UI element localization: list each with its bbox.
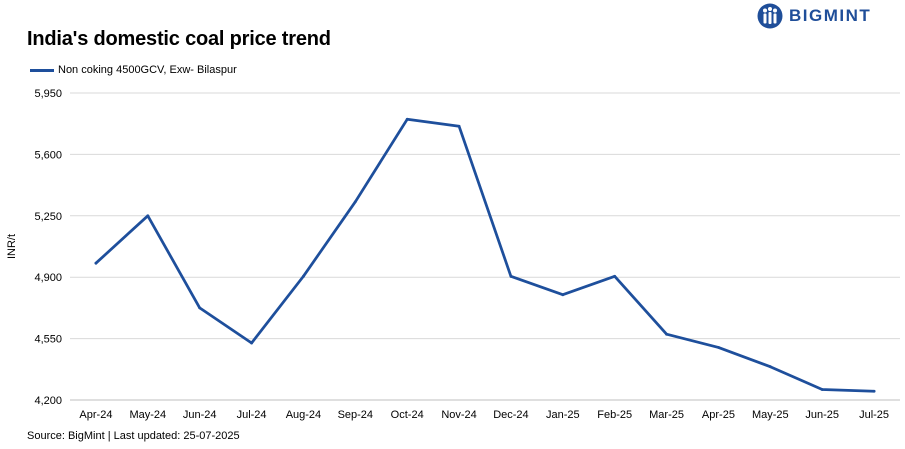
x-tick-label: Jul-24	[237, 409, 267, 421]
legend-label: Non coking 4500GCV, Exw- Bilaspur	[58, 64, 237, 76]
x-tick-label: Jun-25	[805, 409, 839, 421]
data-point	[302, 274, 305, 278]
series-line	[94, 117, 876, 393]
series-layer	[94, 117, 876, 393]
x-tick-label: Jan-25	[546, 409, 580, 421]
y-tick-label: 5,600	[34, 149, 62, 161]
x-tick-label: Feb-25	[597, 409, 632, 421]
x-tick-labels: Apr-24 May-24 Jun-24 Jul-24 Aug-24 Sep-24 Oct-…	[79, 409, 889, 421]
data-point	[561, 293, 565, 297]
brand-name: BIGMINT	[789, 6, 872, 25]
chart-title: India's domestic coal price trend	[27, 28, 331, 50]
x-tick-label: Sep-24	[338, 409, 373, 421]
y-tick-label: 4,900	[34, 272, 62, 284]
data-point	[768, 365, 772, 369]
grid-lines	[70, 92, 900, 401]
y-tick-labels: 5,950 5,600 5,250 4,900 4,550 4,200	[34, 88, 62, 407]
data-point	[198, 306, 202, 310]
bigmint-logo-icon	[757, 3, 783, 29]
x-tick-label: Aug-24	[286, 409, 321, 421]
y-tick-label: 4,200	[34, 395, 62, 407]
x-tick-label: Mar-25	[649, 409, 684, 421]
x-tick-label: May-24	[129, 409, 166, 421]
data-point	[250, 341, 253, 345]
data-point	[717, 345, 720, 349]
y-axis-title: INR/t	[6, 234, 18, 259]
x-tick-label: Oct-24	[391, 409, 424, 421]
data-point	[94, 261, 98, 265]
source-note: Source: BigMint | Last updated: 25-07-20…	[27, 430, 240, 442]
brand-logo: BIGMINT	[757, 3, 871, 29]
y-tick-label: 4,550	[34, 334, 62, 346]
x-tick-label: Jun-24	[183, 409, 217, 421]
x-tick-label: Dec-24	[493, 409, 528, 421]
x-tick-label: May-25	[752, 409, 789, 421]
data-point	[872, 389, 876, 393]
legend-swatch	[30, 68, 54, 72]
data-point	[405, 117, 409, 121]
x-tick-label: Apr-25	[702, 409, 735, 421]
legend: Non coking 4500GCV, Exw- Bilaspur	[30, 64, 237, 76]
data-point	[457, 124, 461, 128]
x-tick-label: Apr-24	[79, 409, 112, 421]
x-tick-label: Jul-25	[859, 409, 889, 421]
data-point	[665, 332, 668, 336]
data-point	[613, 274, 617, 278]
data-point	[509, 274, 513, 278]
y-tick-label: 5,250	[34, 211, 62, 223]
y-tick-label: 5,950	[34, 88, 62, 100]
data-point	[353, 200, 357, 204]
data-point	[146, 214, 150, 218]
x-tick-label: Nov-24	[441, 409, 476, 421]
data-point	[820, 388, 824, 391]
